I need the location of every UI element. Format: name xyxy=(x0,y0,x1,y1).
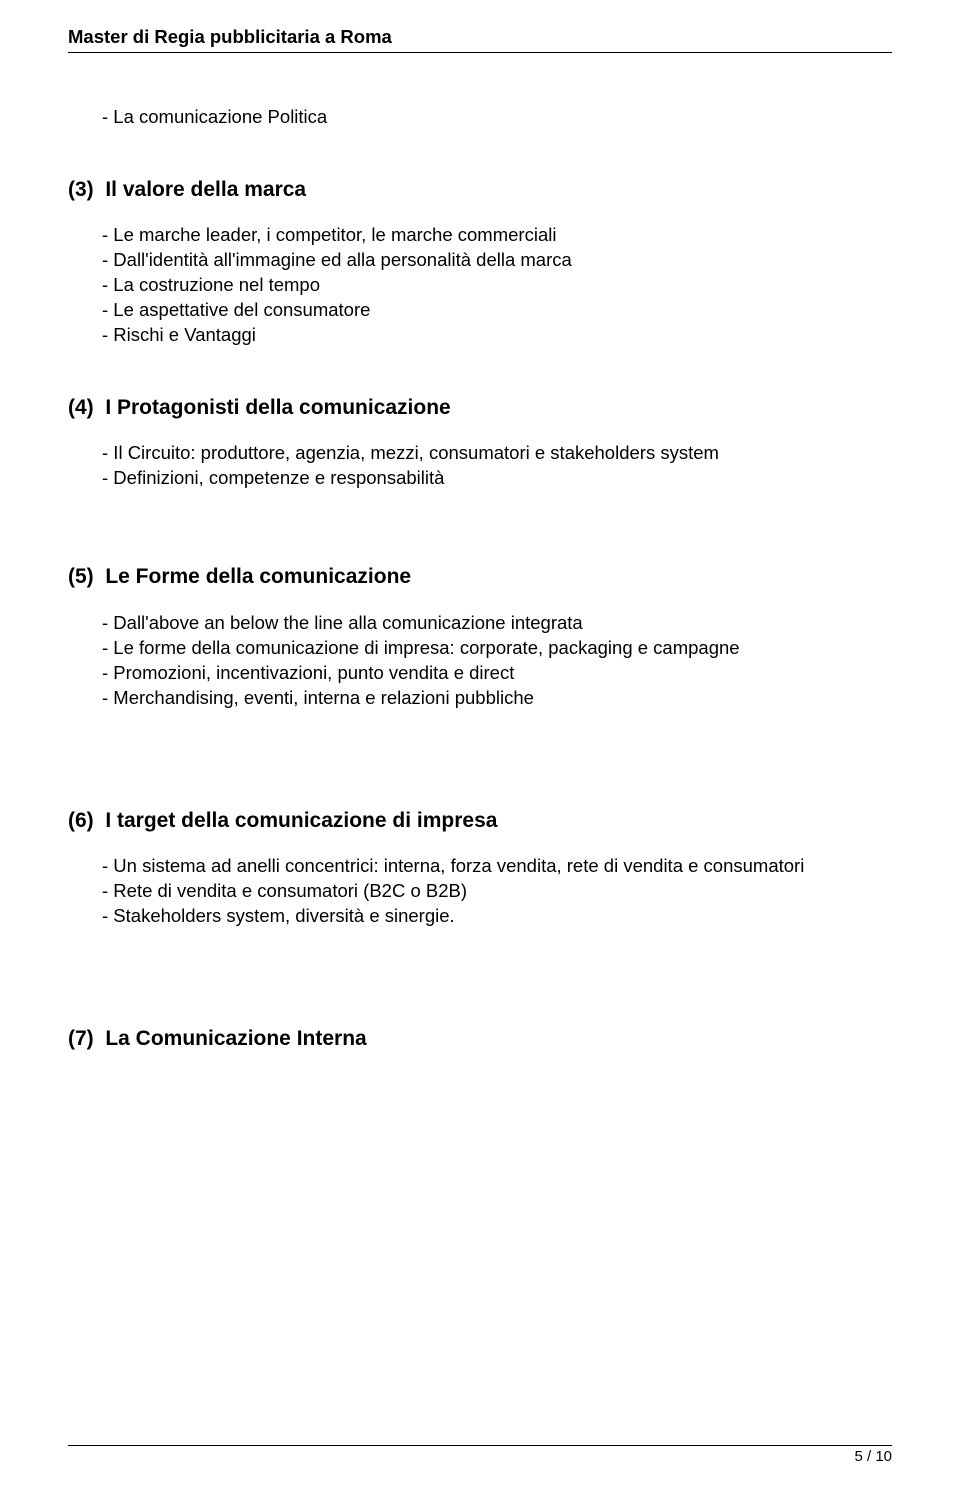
section-6-bullet: - Stakeholders system, diversità e siner… xyxy=(102,904,892,929)
footer-rule xyxy=(68,1445,892,1446)
page-footer: 5 / 10 xyxy=(68,1445,892,1465)
section-5-bullet: - Merchandising, eventi, interna e relaz… xyxy=(102,686,892,711)
section-5-bullet: - Promozioni, incentivazioni, punto vend… xyxy=(102,661,892,686)
section-3-bullet: - Rischi e Vantaggi xyxy=(102,323,892,348)
section-3-bullet: - Dall'identità all'immagine ed alla per… xyxy=(102,248,892,273)
section-3-bullet: - Le aspettative del consumatore xyxy=(102,298,892,323)
section-5-bullet: - Dall'above an below the line alla comu… xyxy=(102,611,892,636)
intro-bullet: - La comunicazione Politica xyxy=(102,105,892,130)
section-3-bullet: - Le marche leader, i competitor, le mar… xyxy=(102,223,892,248)
section-5-bullet: - Le forme della comunicazione di impres… xyxy=(102,636,892,661)
section-3-heading: (3) Il valore della marca xyxy=(68,176,892,203)
page-header-title: Master di Regia pubblicitaria a Roma xyxy=(68,26,892,48)
section-6-bullet: - Un sistema ad anelli concentrici: inte… xyxy=(102,854,892,879)
section-5-heading: (5) Le Forme della comunicazione xyxy=(68,563,892,590)
page-number: 5 / 10 xyxy=(68,1448,892,1465)
section-4-bullet: - Definizioni, competenze e responsabili… xyxy=(102,466,892,491)
section-6-bullet: - Rete di vendita e consumatori (B2C o B… xyxy=(102,879,892,904)
section-4-heading: (4) I Protagonisti della comunicazione xyxy=(68,394,892,421)
section-6-heading: (6) I target della comunicazione di impr… xyxy=(68,807,892,834)
section-7-heading: (7) La Comunicazione Interna xyxy=(68,1025,892,1052)
section-4-bullet: - Il Circuito: produttore, agenzia, mezz… xyxy=(102,441,892,466)
section-3-bullet: - La costruzione nel tempo xyxy=(102,273,892,298)
header-rule xyxy=(68,52,892,53)
